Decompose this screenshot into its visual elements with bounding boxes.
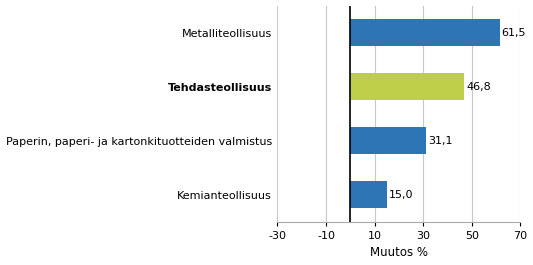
X-axis label: Muutos %: Muutos %	[370, 246, 428, 259]
Text: 46,8: 46,8	[466, 82, 491, 92]
Text: 15,0: 15,0	[389, 190, 413, 200]
Text: 61,5: 61,5	[502, 28, 526, 38]
Bar	[350, 127, 426, 154]
Bar	[350, 19, 500, 46]
Text: 31,1: 31,1	[428, 136, 453, 146]
Bar	[350, 181, 387, 208]
Bar	[350, 73, 464, 100]
